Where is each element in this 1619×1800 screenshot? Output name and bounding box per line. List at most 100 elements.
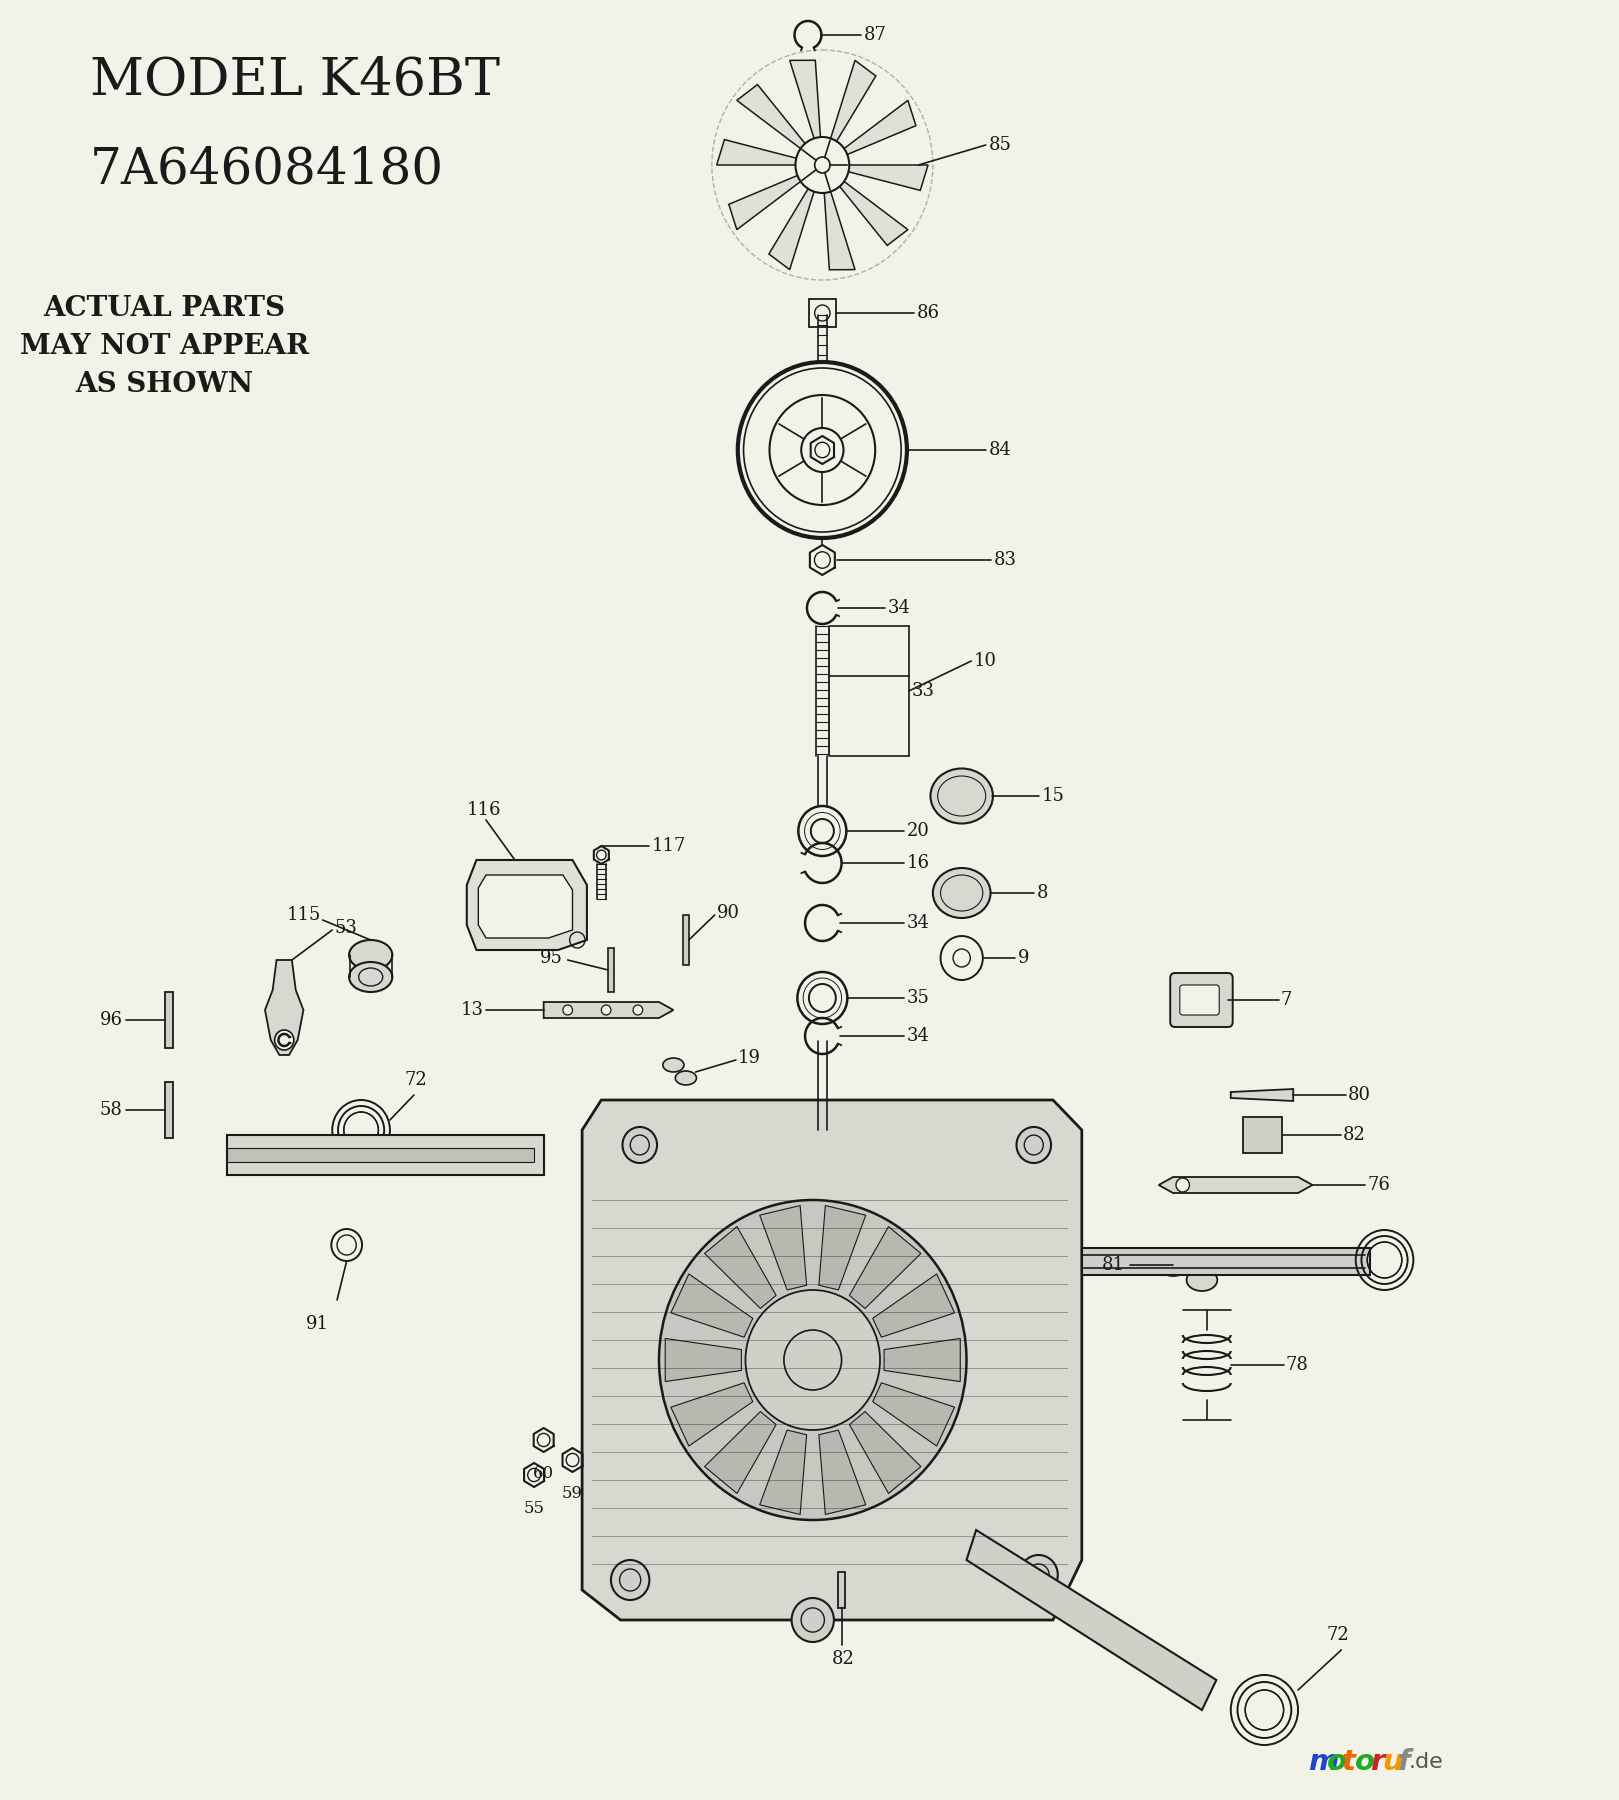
Text: 34: 34 bbox=[907, 1028, 929, 1046]
Circle shape bbox=[622, 1127, 657, 1163]
Text: f: f bbox=[1397, 1748, 1410, 1777]
Ellipse shape bbox=[350, 961, 392, 992]
Polygon shape bbox=[737, 85, 810, 149]
Text: 7: 7 bbox=[1281, 992, 1292, 1010]
FancyBboxPatch shape bbox=[1180, 985, 1219, 1015]
Polygon shape bbox=[729, 173, 803, 230]
Text: 91: 91 bbox=[306, 1316, 329, 1334]
Polygon shape bbox=[466, 860, 588, 950]
Polygon shape bbox=[873, 1274, 955, 1337]
Circle shape bbox=[275, 1030, 293, 1049]
Text: .de: .de bbox=[1409, 1751, 1443, 1771]
Polygon shape bbox=[873, 1382, 955, 1445]
Polygon shape bbox=[790, 59, 821, 142]
Ellipse shape bbox=[1158, 1255, 1188, 1276]
Polygon shape bbox=[835, 182, 908, 245]
Text: MODEL K46BT: MODEL K46BT bbox=[91, 56, 500, 106]
Text: 84: 84 bbox=[989, 441, 1012, 459]
Text: 16: 16 bbox=[907, 853, 929, 871]
Polygon shape bbox=[227, 1136, 544, 1175]
Polygon shape bbox=[704, 1226, 776, 1309]
Polygon shape bbox=[842, 101, 916, 157]
Bar bbox=[609, 949, 614, 992]
Circle shape bbox=[610, 1561, 649, 1600]
Polygon shape bbox=[1230, 1089, 1294, 1102]
Text: 34: 34 bbox=[887, 599, 910, 617]
Text: 33: 33 bbox=[911, 682, 934, 700]
Polygon shape bbox=[850, 1226, 921, 1309]
Text: 53: 53 bbox=[334, 920, 358, 938]
Text: 115: 115 bbox=[287, 905, 321, 923]
Text: 59: 59 bbox=[562, 1485, 583, 1501]
Text: 15: 15 bbox=[1041, 787, 1064, 805]
Circle shape bbox=[563, 1004, 573, 1015]
Polygon shape bbox=[227, 1148, 534, 1163]
Text: 83: 83 bbox=[994, 551, 1017, 569]
Text: 19: 19 bbox=[738, 1049, 761, 1067]
Circle shape bbox=[659, 1201, 967, 1519]
Text: 86: 86 bbox=[916, 304, 939, 322]
Bar bbox=[165, 992, 173, 1048]
Text: 117: 117 bbox=[651, 837, 686, 855]
Bar bbox=[165, 1082, 173, 1138]
Ellipse shape bbox=[350, 940, 392, 970]
Circle shape bbox=[1020, 1555, 1057, 1595]
Polygon shape bbox=[478, 875, 573, 938]
Text: 34: 34 bbox=[907, 914, 929, 932]
Text: ACTUAL PARTS: ACTUAL PARTS bbox=[44, 295, 285, 322]
Text: 82: 82 bbox=[1344, 1127, 1366, 1145]
Polygon shape bbox=[266, 959, 303, 1055]
Polygon shape bbox=[759, 1206, 806, 1291]
Text: 72: 72 bbox=[1328, 1625, 1350, 1643]
Circle shape bbox=[792, 1598, 834, 1642]
Bar bbox=[837, 1571, 845, 1607]
Text: 90: 90 bbox=[717, 904, 740, 922]
Text: 82: 82 bbox=[832, 1651, 855, 1669]
Polygon shape bbox=[717, 140, 801, 166]
Polygon shape bbox=[670, 1382, 753, 1445]
Polygon shape bbox=[759, 1429, 806, 1514]
Text: AS SHOWN: AS SHOWN bbox=[74, 371, 253, 398]
Ellipse shape bbox=[931, 769, 992, 824]
FancyBboxPatch shape bbox=[1171, 974, 1232, 1028]
Ellipse shape bbox=[662, 1058, 683, 1073]
Bar bbox=[1243, 1118, 1282, 1154]
Text: 20: 20 bbox=[907, 823, 929, 841]
Text: 60: 60 bbox=[533, 1465, 554, 1481]
Text: 78: 78 bbox=[1285, 1355, 1308, 1373]
Polygon shape bbox=[819, 1429, 866, 1514]
Text: 76: 76 bbox=[1366, 1175, 1391, 1193]
Text: t: t bbox=[1342, 1748, 1357, 1777]
Polygon shape bbox=[843, 166, 928, 191]
Bar bbox=[683, 914, 688, 965]
Polygon shape bbox=[1159, 1177, 1313, 1193]
Circle shape bbox=[633, 1004, 643, 1015]
Text: 8: 8 bbox=[1036, 884, 1047, 902]
Text: o: o bbox=[1328, 1748, 1347, 1777]
Text: m: m bbox=[1308, 1748, 1337, 1777]
Polygon shape bbox=[824, 187, 855, 270]
Polygon shape bbox=[704, 1411, 776, 1494]
Text: 80: 80 bbox=[1349, 1085, 1371, 1103]
Text: 72: 72 bbox=[405, 1071, 427, 1089]
Circle shape bbox=[1175, 1177, 1190, 1192]
Text: u: u bbox=[1383, 1748, 1404, 1777]
Circle shape bbox=[601, 1004, 610, 1015]
Text: 7A646084180: 7A646084180 bbox=[91, 146, 444, 194]
Polygon shape bbox=[670, 1274, 753, 1337]
Text: 10: 10 bbox=[975, 652, 997, 670]
Polygon shape bbox=[884, 1339, 960, 1382]
Text: 96: 96 bbox=[100, 1012, 123, 1030]
Polygon shape bbox=[1081, 1247, 1370, 1274]
Polygon shape bbox=[850, 1411, 921, 1494]
Text: 95: 95 bbox=[541, 949, 563, 967]
Polygon shape bbox=[819, 1206, 866, 1291]
Ellipse shape bbox=[1187, 1269, 1217, 1291]
Ellipse shape bbox=[933, 868, 991, 918]
Polygon shape bbox=[967, 1530, 1216, 1710]
Text: 87: 87 bbox=[863, 25, 887, 43]
Polygon shape bbox=[583, 1100, 1081, 1620]
Circle shape bbox=[1017, 1127, 1051, 1163]
Polygon shape bbox=[665, 1339, 742, 1382]
Text: r: r bbox=[1370, 1748, 1384, 1777]
